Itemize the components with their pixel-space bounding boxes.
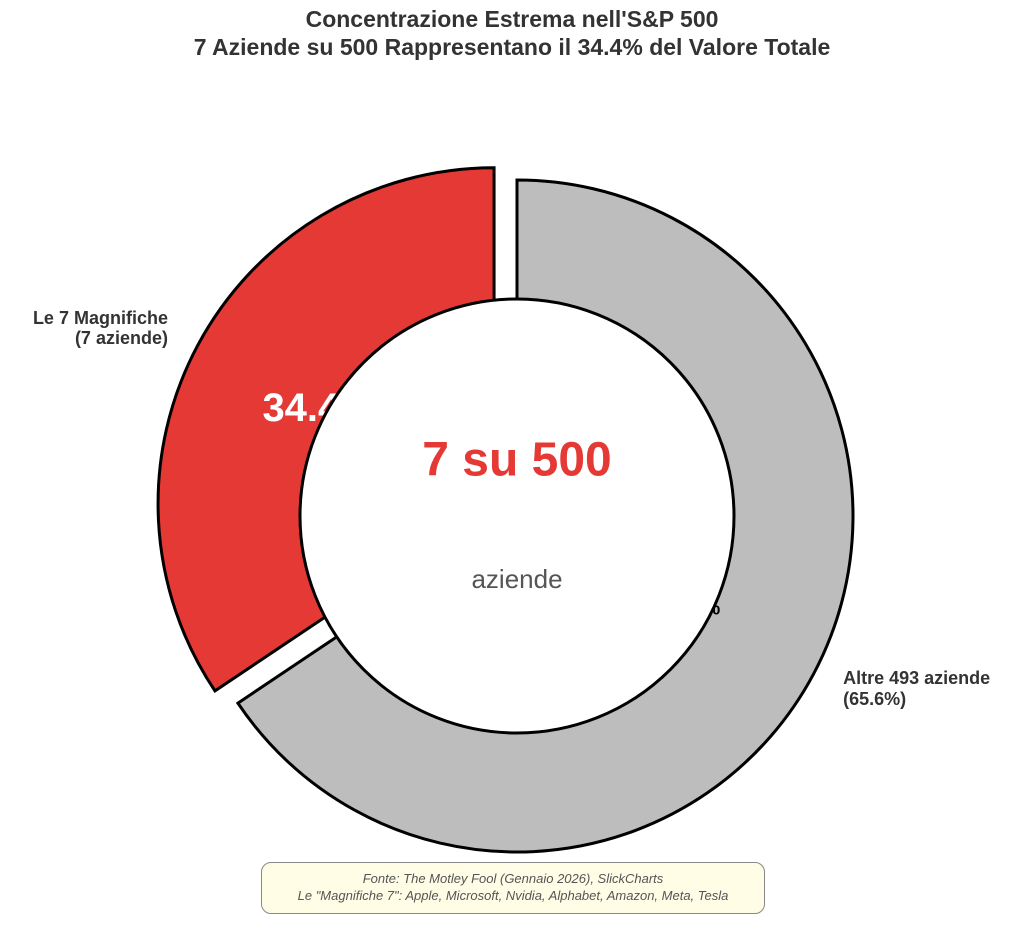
center-text: 7 su 500 xyxy=(422,434,611,487)
donut-hole xyxy=(298,297,736,735)
source-note: Fonte: The Motley Fool (Gennaio 2026), S… xyxy=(261,862,765,914)
category-label: Le 7 Magnifiche (7 aziende) xyxy=(32,307,168,349)
center-subtext: aziende xyxy=(471,564,562,594)
category-label: Altre 493 aziende (65.6%) xyxy=(843,667,991,709)
chart-subtitle: 7 Aziende su 500 Rappresentano il 34.4% … xyxy=(193,34,831,60)
chart-title: Concentrazione Estrema nell'S&P 500 xyxy=(305,6,719,32)
